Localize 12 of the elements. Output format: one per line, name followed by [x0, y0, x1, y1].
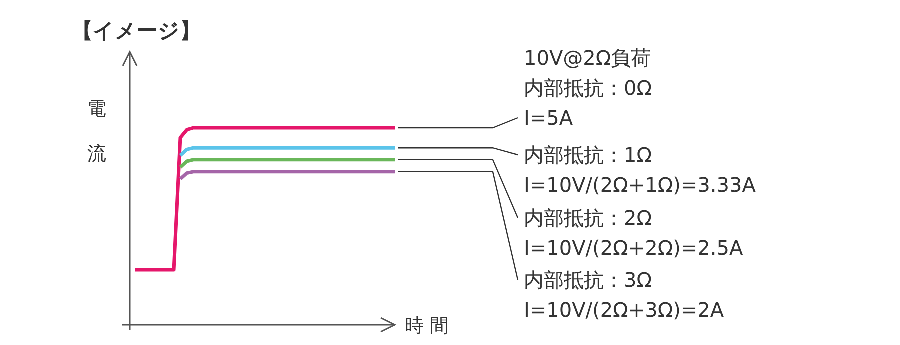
text: I=10V/(2Ω+3Ω)=2A: [524, 298, 724, 322]
text: 内部抵抗：3Ω: [524, 268, 652, 292]
text: 10V@2Ω負荷: [524, 46, 652, 70]
text: 内部抵抗：2Ω: [524, 206, 652, 230]
text: 内部抵抗：1Ω: [524, 143, 652, 167]
chart-title: 【イメージ】: [72, 19, 201, 43]
text: I=5A: [524, 106, 574, 130]
text: 電流: [88, 98, 106, 165]
text: I=10V/(2Ω+1Ω)=3.33A: [524, 173, 756, 197]
text: I=10V/(2Ω+2Ω)=2.5A: [524, 236, 744, 260]
x-axis-title: 時 間: [405, 315, 450, 337]
text: 内部抵抗：0Ω: [524, 76, 652, 100]
